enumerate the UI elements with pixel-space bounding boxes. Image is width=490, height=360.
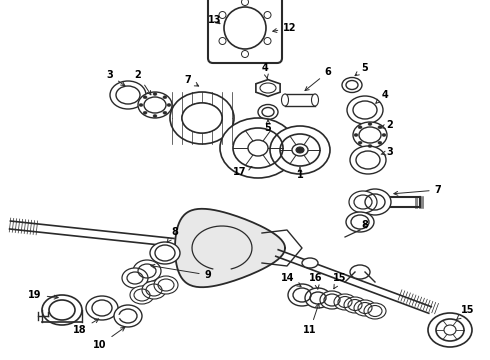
Ellipse shape — [182, 103, 222, 133]
Text: 4: 4 — [262, 63, 269, 78]
Ellipse shape — [349, 191, 377, 213]
Polygon shape — [256, 80, 280, 96]
Text: 4: 4 — [376, 90, 389, 103]
Ellipse shape — [122, 268, 148, 288]
Ellipse shape — [260, 83, 276, 93]
Text: 12: 12 — [273, 23, 297, 33]
Text: 19: 19 — [28, 290, 58, 300]
Ellipse shape — [170, 92, 234, 144]
Ellipse shape — [320, 291, 344, 309]
Polygon shape — [175, 209, 285, 287]
Text: 13: 13 — [208, 15, 222, 25]
Text: 6: 6 — [305, 67, 331, 91]
Ellipse shape — [359, 189, 391, 215]
Text: 16: 16 — [309, 273, 323, 289]
Ellipse shape — [382, 134, 386, 136]
Text: 9: 9 — [151, 264, 211, 280]
Ellipse shape — [270, 126, 330, 174]
Ellipse shape — [130, 286, 154, 304]
Text: 3: 3 — [107, 70, 125, 86]
Text: 1: 1 — [296, 167, 303, 180]
Text: 11: 11 — [303, 304, 319, 335]
Ellipse shape — [288, 284, 316, 306]
Text: 2: 2 — [381, 120, 393, 130]
Text: 14: 14 — [281, 273, 301, 287]
Text: 2: 2 — [135, 70, 151, 95]
Ellipse shape — [224, 7, 266, 49]
Ellipse shape — [163, 111, 167, 114]
Ellipse shape — [347, 96, 383, 124]
Ellipse shape — [143, 96, 147, 99]
Ellipse shape — [358, 126, 362, 129]
Text: 15: 15 — [333, 273, 347, 289]
Ellipse shape — [133, 260, 161, 282]
Ellipse shape — [350, 146, 386, 174]
Ellipse shape — [114, 305, 142, 327]
Text: 7: 7 — [394, 185, 441, 195]
Ellipse shape — [354, 300, 376, 316]
Ellipse shape — [86, 296, 118, 320]
Ellipse shape — [110, 81, 146, 109]
Ellipse shape — [292, 144, 308, 156]
Ellipse shape — [342, 77, 362, 93]
Ellipse shape — [368, 144, 372, 148]
Ellipse shape — [354, 134, 358, 136]
Ellipse shape — [138, 92, 172, 118]
Ellipse shape — [248, 140, 268, 156]
Ellipse shape — [153, 93, 157, 95]
Ellipse shape — [281, 94, 289, 106]
Ellipse shape — [378, 141, 382, 144]
Ellipse shape — [444, 325, 456, 335]
Ellipse shape — [139, 104, 143, 107]
Ellipse shape — [154, 276, 178, 294]
Ellipse shape — [364, 303, 386, 319]
Ellipse shape — [368, 122, 372, 126]
Ellipse shape — [153, 114, 157, 117]
Ellipse shape — [305, 288, 331, 308]
Ellipse shape — [353, 122, 387, 148]
Text: 10: 10 — [93, 327, 125, 350]
Text: 5: 5 — [355, 63, 368, 76]
Ellipse shape — [167, 104, 171, 107]
Ellipse shape — [428, 313, 472, 347]
Text: 18: 18 — [73, 319, 98, 335]
Ellipse shape — [344, 297, 366, 313]
Ellipse shape — [258, 104, 278, 120]
Ellipse shape — [143, 111, 147, 114]
Text: 8: 8 — [167, 227, 178, 242]
Ellipse shape — [350, 265, 370, 279]
Text: 7: 7 — [185, 75, 198, 86]
Ellipse shape — [334, 294, 356, 310]
Text: 17: 17 — [233, 166, 252, 177]
Ellipse shape — [358, 141, 362, 144]
Text: 15: 15 — [457, 305, 475, 320]
Text: 5: 5 — [265, 120, 271, 133]
Ellipse shape — [142, 281, 166, 299]
Text: 8: 8 — [362, 220, 368, 230]
Ellipse shape — [42, 295, 82, 325]
Ellipse shape — [346, 212, 374, 232]
Ellipse shape — [312, 94, 318, 106]
Ellipse shape — [163, 96, 167, 99]
Ellipse shape — [302, 258, 318, 268]
Ellipse shape — [378, 126, 382, 129]
Ellipse shape — [150, 242, 180, 264]
Ellipse shape — [296, 147, 304, 153]
Text: 3: 3 — [381, 147, 393, 157]
Ellipse shape — [220, 118, 296, 178]
